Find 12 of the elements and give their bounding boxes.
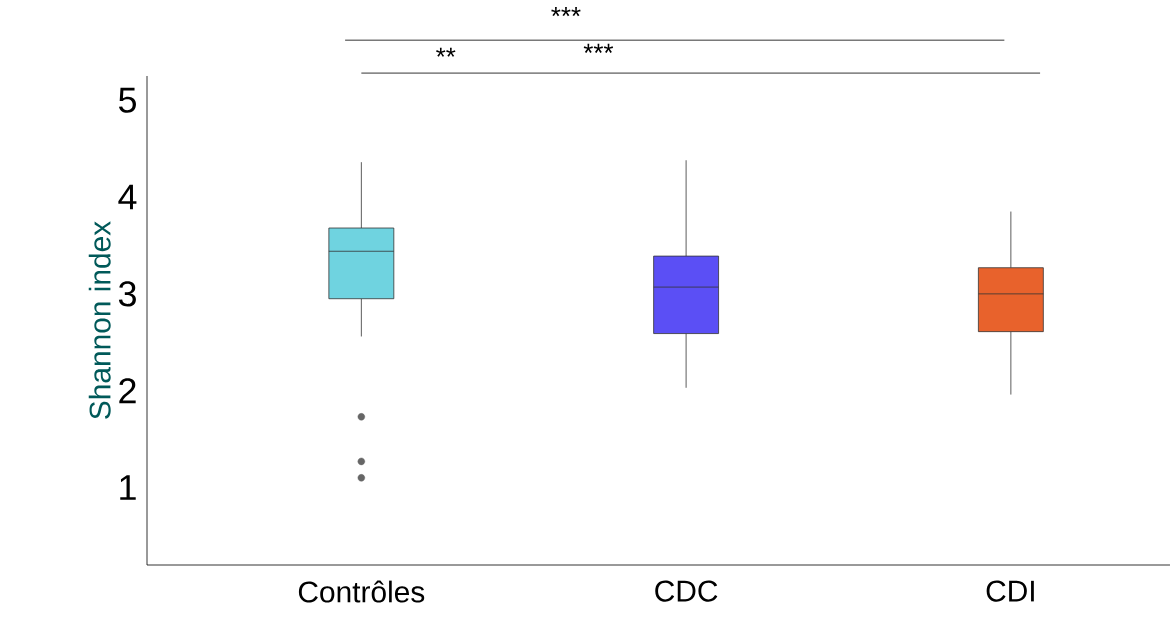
text: *** [551,7,581,17]
x-tick-label: Contrôles [298,580,425,603]
y-tick-label: 5 [118,87,136,113]
x-tick-label: CDC [655,580,718,602]
x-tick-label: CDI [986,580,1034,602]
y-tick-label: 3 [118,281,136,307]
y-tick-label: 1 [120,475,136,500]
y-axis-title: Shannon index [88,221,111,419]
text: ** [436,47,456,57]
y-tick-label: 4 [118,184,137,210]
text: *** [583,43,614,53]
y-tick-label: 2 [119,378,136,404]
